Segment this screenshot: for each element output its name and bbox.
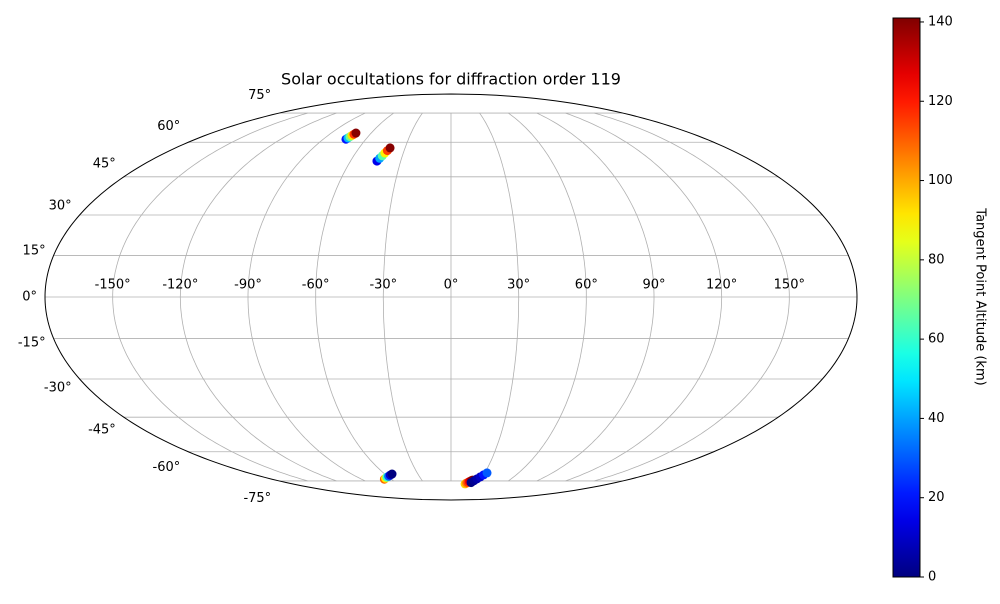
x-tick-label: 150° — [774, 278, 805, 293]
x-tick-label: 60° — [575, 278, 598, 293]
map-boundary — [44, 93, 858, 501]
colorbar-tick-label: 80 — [928, 252, 945, 267]
colorbar-tick-label: 120 — [928, 94, 953, 109]
colorbar-tick-label: 0 — [928, 570, 936, 585]
x-tick-label: -120° — [162, 278, 198, 293]
scatter-point — [482, 468, 492, 478]
colorbar-label: Tangent Point Altitude (km) — [973, 207, 988, 385]
y-tick-label: -45° — [88, 422, 116, 437]
colorbar — [892, 17, 921, 578]
y-tick-label: 0° — [22, 290, 37, 305]
y-tick-label: 45° — [93, 157, 116, 172]
x-tick-label: -90° — [234, 278, 262, 293]
grid-line — [594, 112, 790, 482]
grid-line — [315, 112, 394, 482]
grid-line — [247, 112, 366, 482]
colorbar-tick-label: 40 — [928, 411, 945, 426]
grid-line — [565, 112, 723, 482]
chart-title: Solar occultations for diffraction order… — [281, 70, 621, 89]
x-tick-label: -150° — [95, 278, 131, 293]
y-tick-label: 60° — [157, 119, 180, 134]
grid-line — [508, 112, 587, 482]
grid-line — [179, 112, 337, 482]
colorbar-tick-label: 60 — [928, 332, 945, 347]
y-tick-label: -75° — [243, 491, 271, 506]
grid-line — [382, 112, 423, 482]
y-tick-label: -15° — [18, 336, 46, 351]
grid-line — [479, 112, 520, 482]
grid-line — [112, 112, 308, 482]
x-tick-label: 120° — [706, 278, 737, 293]
x-tick-label: -60° — [302, 278, 330, 293]
y-tick-label: 30° — [49, 198, 72, 213]
colorbar-tick-label: 20 — [928, 490, 945, 505]
scatter-point — [387, 469, 397, 479]
colorbar-tick-label: 100 — [928, 173, 953, 188]
y-tick-label: 75° — [248, 88, 271, 103]
grid-line — [536, 112, 655, 482]
y-tick-label: 15° — [23, 243, 46, 258]
x-tick-label: 90° — [642, 278, 665, 293]
x-tick-label: 30° — [507, 278, 530, 293]
y-tick-label: -30° — [44, 381, 72, 396]
x-tick-label: 0° — [444, 278, 459, 293]
scatter-point — [385, 143, 395, 153]
scatter-point — [351, 128, 361, 138]
colorbar-tick-label: 140 — [928, 14, 953, 29]
y-tick-label: -60° — [153, 460, 181, 475]
x-tick-label: -30° — [369, 278, 397, 293]
